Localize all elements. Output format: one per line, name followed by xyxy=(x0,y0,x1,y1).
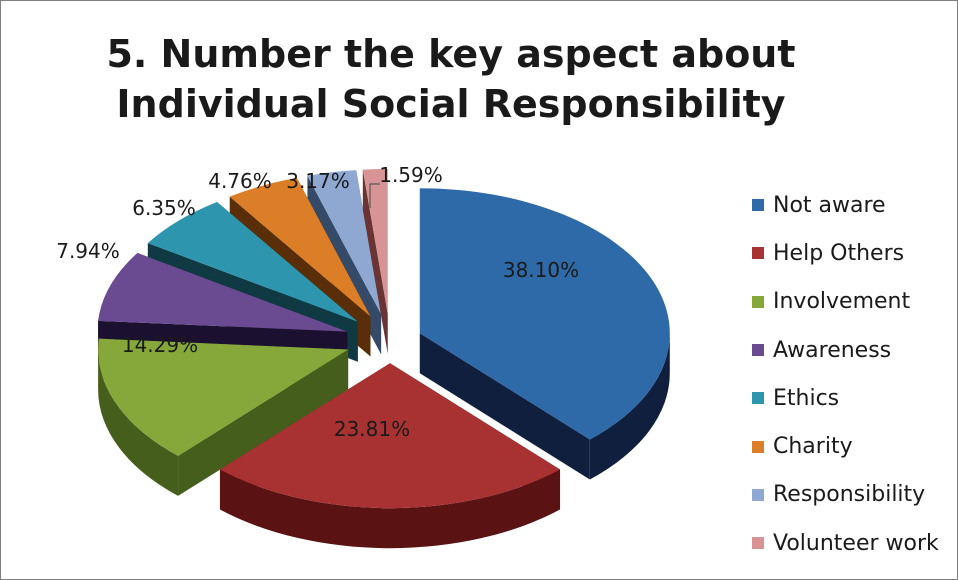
legend: Not aware Help Others Involvement Awareness… xyxy=(752,181,939,567)
legend-swatch xyxy=(752,537,764,550)
data-label-ethics: 6.35% xyxy=(132,196,196,220)
legend-swatch xyxy=(752,295,764,308)
data-label-help-others: 23.81% xyxy=(334,417,410,441)
legend-item-not-aware: Not aware xyxy=(752,181,939,229)
legend-label: Volunteer work xyxy=(773,530,939,556)
legend-label: Responsibility xyxy=(773,482,926,508)
chart-title: 5. Number the key aspect about Individua… xyxy=(41,29,861,129)
pie-slice-volunteer-work xyxy=(362,168,388,354)
legend-item-responsibility: Responsibility xyxy=(752,471,939,519)
data-label-responsibility: 3.17% xyxy=(286,169,350,193)
legend-label: Charity xyxy=(773,434,853,460)
legend-label: Help Others xyxy=(773,240,905,266)
legend-swatch xyxy=(752,247,764,260)
legend-swatch xyxy=(752,392,764,405)
legend-swatch xyxy=(752,344,764,357)
legend-label: Ethics xyxy=(773,385,840,411)
data-label-charity: 4.76% xyxy=(208,169,272,193)
legend-item-volunteer-work: Volunteer work xyxy=(752,519,939,567)
legend-item-awareness: Awareness xyxy=(752,326,939,374)
legend-swatch xyxy=(752,199,764,212)
leader-line-volunteer-work xyxy=(369,183,380,208)
pie-slice-help-others xyxy=(219,363,561,549)
legend-item-help-others: Help Others xyxy=(752,229,939,277)
legend-swatch xyxy=(752,440,764,453)
legend-swatch xyxy=(752,488,764,501)
data-label-volunteer-work: 1.59% xyxy=(379,163,443,187)
chart-title-line-1: 5. Number the key aspect about xyxy=(106,32,796,76)
data-label-not-aware: 38.10% xyxy=(503,258,579,282)
legend-item-involvement: Involvement xyxy=(752,278,939,326)
legend-label: Not aware xyxy=(773,192,886,218)
data-label-involvement: 14.29% xyxy=(122,333,198,357)
pie-slice-involvement xyxy=(98,338,349,496)
legend-label: Involvement xyxy=(773,289,911,315)
legend-item-charity: Charity xyxy=(752,422,939,470)
chart-title-line-2: Individual Social Responsibility xyxy=(116,82,786,126)
pie-slice-not-aware xyxy=(419,188,670,480)
legend-item-ethics: Ethics xyxy=(752,374,939,422)
data-label-awareness: 7.94% xyxy=(56,239,120,263)
legend-label: Awareness xyxy=(773,337,892,363)
